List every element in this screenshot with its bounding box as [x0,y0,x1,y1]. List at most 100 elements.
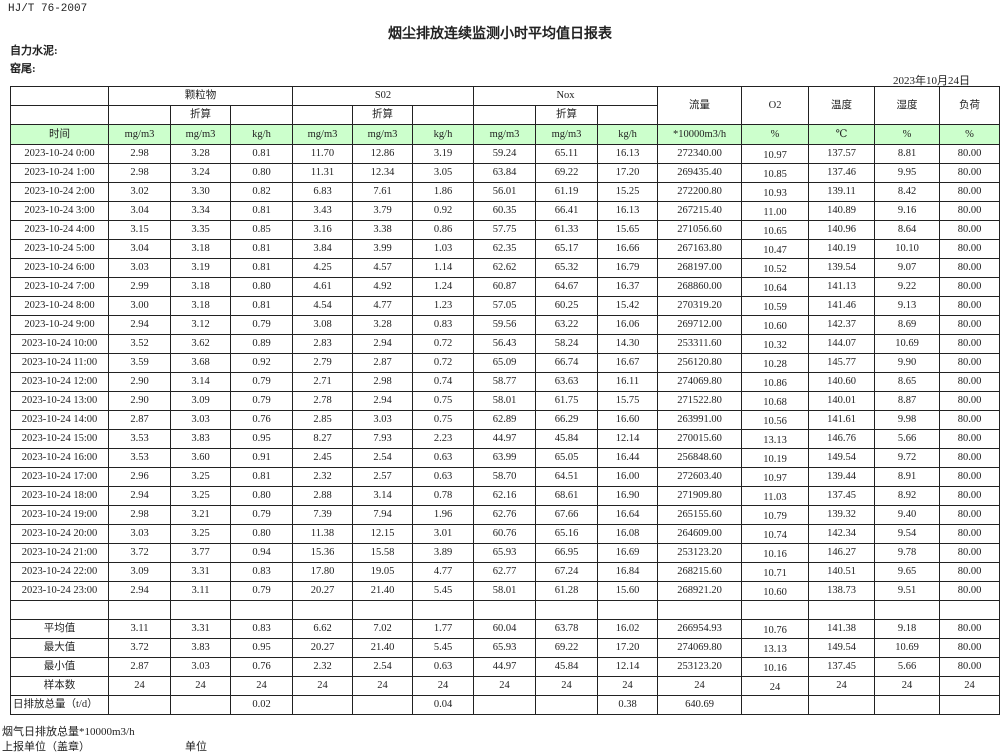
unit-cell: ℃ [808,124,876,145]
value-cell: 0.85 [229,220,294,240]
value-cell: 2.87 [108,410,171,430]
value-cell: 0.81 [229,201,294,221]
value-cell: 0.38 [597,695,659,715]
value-cell: 80.00 [939,315,1000,335]
summary-row: 最小值 2.87 3.03 0.76 2.32 2.54 0.63 44.97 45.84 12.… [10,657,1000,677]
value-cell: 56.01 [473,182,537,202]
value-cell: 271909.80 [657,486,743,506]
value-cell: 137.57 [808,144,876,164]
company-label: 自力水泥: [10,45,58,57]
value-cell: 80.00 [939,562,1000,582]
value-cell: 80.00 [939,524,1000,544]
value-cell: 80.00 [939,638,1000,658]
table-row: 2023-10-24 20:00 3.03 3.25 0.80 11.38 12.15 3.… [10,524,1000,544]
value-cell: 0.95 [229,429,294,449]
value-cell: 60.87 [473,277,537,297]
value-cell: 80.00 [939,372,1000,392]
empty-cell [874,600,941,620]
row-label: 2023-10-24 10:00 [10,334,109,354]
value-cell: 65.32 [535,258,599,278]
value-cell: 269435.40 [657,163,743,183]
row-label: 2023-10-24 6:00 [10,258,109,278]
value-cell: 2.94 [108,581,171,601]
empty-cell [597,105,659,125]
value-cell: 274069.80 [657,372,743,392]
value-cell: 2.99 [108,277,171,297]
value-cell: 45.84 [535,429,599,449]
value-cell: 44.97 [473,429,537,449]
value-cell: 3.68 [170,353,231,373]
group-particulate: 颗粒物 [107,86,294,106]
hourly-average-table: 颗粒物 S02 Nox 流量 O2 温度 湿度 负荷 折算 折算 折算 时间 mg… [10,86,1000,715]
value-cell: 4.54 [292,296,354,316]
value-cell: 24 [229,676,294,696]
group-humidity: 湿度 [874,86,941,125]
value-cell: 16.13 [597,144,659,164]
value-cell: 0.80 [229,524,294,544]
value-cell: 141.61 [808,410,876,430]
row-label: 2023-10-24 15:00 [10,429,109,449]
unit-cell: *10000m3/h [657,124,743,145]
value-cell: 0.72 [412,353,475,373]
value-cell: 3.14 [352,486,414,506]
reporting-unit-label: 上报单位（盖章） [2,741,90,753]
value-cell: 80.00 [939,201,1000,221]
value-cell: 63.22 [535,315,599,335]
value-cell: 142.34 [808,524,876,544]
value-cell: 63.63 [535,372,599,392]
value-cell: 65.93 [473,638,537,658]
group-so2: S02 [292,86,475,106]
value-cell: 24 [597,676,659,696]
value-cell: 10.69 [874,334,941,354]
row-label: 2023-10-24 17:00 [10,467,109,487]
value-cell: 3.79 [352,201,414,221]
value-cell: 140.19 [808,239,876,259]
value-cell: 15.25 [597,182,659,202]
value-cell: 8.64 [874,220,941,240]
value-cell: 0.94 [229,543,294,563]
table-row: 2023-10-24 0:00 2.98 3.28 0.81 11.70 12.86 3.1… [10,144,1000,164]
value-cell: 64.67 [535,277,599,297]
value-cell: 0.83 [229,619,294,639]
table-row: 2023-10-24 13:00 2.90 3.09 0.79 2.78 2.94 0.75… [10,391,1000,411]
value-cell: 15.36 [292,543,354,563]
group-flow: 流量 [657,86,743,125]
value-cell: 0.86 [412,220,475,240]
value-cell: 24 [808,676,876,696]
value-cell: 2.87 [108,657,171,677]
value-cell: 2.96 [108,467,171,487]
value-cell: 16.08 [597,524,659,544]
value-cell: 5.45 [412,581,475,601]
value-cell: 0.79 [229,581,294,601]
value-cell: 15.42 [597,296,659,316]
row-label: 2023-10-24 5:00 [10,239,109,259]
value-cell: 253123.20 [657,657,743,677]
value-cell: 3.12 [170,315,231,335]
value-cell: 63.84 [473,163,537,183]
value-cell: 2.45 [292,448,354,468]
value-cell: 3.16 [292,220,354,240]
table-row: 2023-10-24 1:00 2.98 3.24 0.80 11.31 12.34 3.0… [10,163,1000,183]
value-cell: 270319.20 [657,296,743,316]
empty-cell [10,105,109,125]
table-row: 2023-10-24 11:00 3.59 3.68 0.92 2.79 2.87 0.72… [10,353,1000,373]
value-cell [874,695,941,715]
value-cell: 140.60 [808,372,876,392]
value-cell: 0.04 [412,695,475,715]
value-cell: 44.97 [473,657,537,677]
value-cell: 0.63 [412,448,475,468]
value-cell: 8.87 [874,391,941,411]
value-cell: 24 [292,676,354,696]
value-cell: 3.53 [108,429,171,449]
value-cell: 1.96 [412,505,475,525]
value-cell: 10.60 [741,315,810,335]
value-cell: 9.90 [874,353,941,373]
value-cell: 256848.60 [657,448,743,468]
empty-cell [939,600,1000,620]
unit-cell: kg/h [229,124,294,145]
value-cell: 142.37 [808,315,876,335]
table-row: 2023-10-24 19:00 2.98 3.21 0.79 7.39 7.94 1.96… [10,505,1000,525]
unit-label: 单位 [185,741,207,753]
value-cell: 10.68 [741,391,810,411]
value-cell: 10.32 [741,334,810,354]
